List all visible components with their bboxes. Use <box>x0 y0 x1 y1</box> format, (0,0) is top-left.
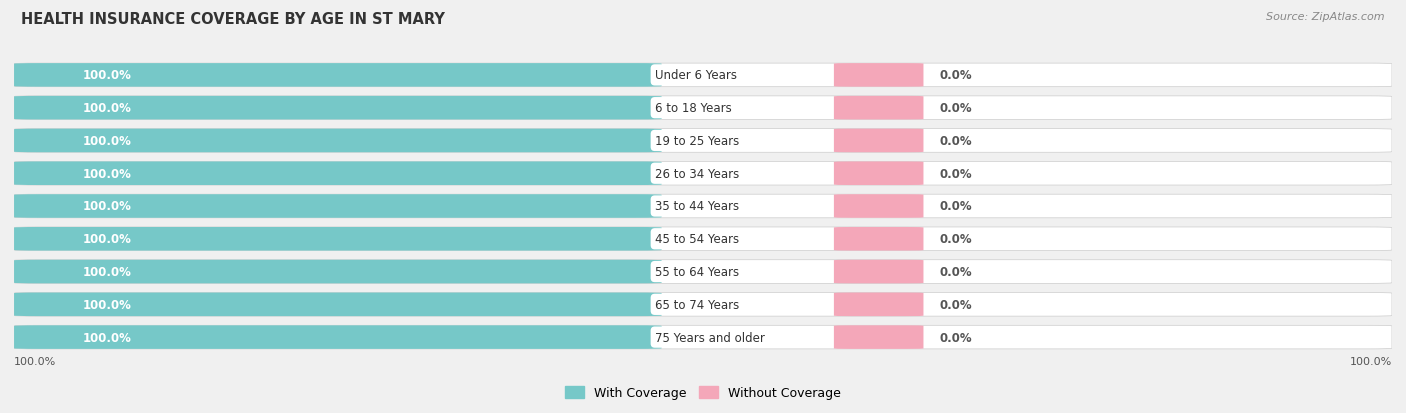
Text: 6 to 18 Years: 6 to 18 Years <box>655 102 731 115</box>
FancyBboxPatch shape <box>14 325 662 349</box>
Text: 0.0%: 0.0% <box>941 135 973 147</box>
FancyBboxPatch shape <box>14 162 1392 185</box>
Text: 100.0%: 100.0% <box>83 167 132 180</box>
FancyBboxPatch shape <box>834 260 924 284</box>
Text: 0.0%: 0.0% <box>941 200 973 213</box>
FancyBboxPatch shape <box>14 97 662 120</box>
FancyBboxPatch shape <box>14 260 1392 284</box>
Text: HEALTH INSURANCE COVERAGE BY AGE IN ST MARY: HEALTH INSURANCE COVERAGE BY AGE IN ST M… <box>21 12 444 27</box>
Text: 100.0%: 100.0% <box>83 69 132 82</box>
FancyBboxPatch shape <box>834 97 924 120</box>
FancyBboxPatch shape <box>14 162 662 185</box>
Text: 100.0%: 100.0% <box>1350 356 1392 366</box>
Legend: With Coverage, Without Coverage: With Coverage, Without Coverage <box>561 381 845 404</box>
FancyBboxPatch shape <box>14 64 662 88</box>
Text: 100.0%: 100.0% <box>83 331 132 344</box>
Text: Source: ZipAtlas.com: Source: ZipAtlas.com <box>1267 12 1385 22</box>
Text: 35 to 44 Years: 35 to 44 Years <box>655 200 740 213</box>
Text: 100.0%: 100.0% <box>14 356 56 366</box>
FancyBboxPatch shape <box>834 129 924 153</box>
FancyBboxPatch shape <box>14 129 662 153</box>
FancyBboxPatch shape <box>14 325 1392 349</box>
Text: 0.0%: 0.0% <box>941 298 973 311</box>
Text: 45 to 54 Years: 45 to 54 Years <box>655 233 740 246</box>
Text: 65 to 74 Years: 65 to 74 Years <box>655 298 740 311</box>
FancyBboxPatch shape <box>834 228 924 251</box>
Text: 100.0%: 100.0% <box>83 102 132 115</box>
FancyBboxPatch shape <box>14 195 662 218</box>
FancyBboxPatch shape <box>834 162 924 185</box>
Text: 100.0%: 100.0% <box>83 200 132 213</box>
Text: 0.0%: 0.0% <box>941 233 973 246</box>
FancyBboxPatch shape <box>14 293 1392 316</box>
Text: 75 Years and older: 75 Years and older <box>655 331 765 344</box>
Text: 100.0%: 100.0% <box>83 298 132 311</box>
FancyBboxPatch shape <box>834 325 924 349</box>
Text: 0.0%: 0.0% <box>941 331 973 344</box>
FancyBboxPatch shape <box>14 260 662 284</box>
FancyBboxPatch shape <box>834 195 924 218</box>
Text: 100.0%: 100.0% <box>83 233 132 246</box>
Text: 100.0%: 100.0% <box>83 266 132 278</box>
FancyBboxPatch shape <box>14 228 1392 251</box>
FancyBboxPatch shape <box>14 228 662 251</box>
FancyBboxPatch shape <box>14 97 1392 120</box>
Text: 0.0%: 0.0% <box>941 102 973 115</box>
Text: 100.0%: 100.0% <box>83 135 132 147</box>
FancyBboxPatch shape <box>14 129 1392 153</box>
FancyBboxPatch shape <box>14 293 662 316</box>
Text: 0.0%: 0.0% <box>941 167 973 180</box>
Text: 0.0%: 0.0% <box>941 266 973 278</box>
Text: 55 to 64 Years: 55 to 64 Years <box>655 266 740 278</box>
Text: 26 to 34 Years: 26 to 34 Years <box>655 167 740 180</box>
FancyBboxPatch shape <box>834 293 924 316</box>
Text: 19 to 25 Years: 19 to 25 Years <box>655 135 740 147</box>
Text: Under 6 Years: Under 6 Years <box>655 69 737 82</box>
Text: 0.0%: 0.0% <box>941 69 973 82</box>
FancyBboxPatch shape <box>834 64 924 88</box>
FancyBboxPatch shape <box>14 64 1392 88</box>
FancyBboxPatch shape <box>14 195 1392 218</box>
